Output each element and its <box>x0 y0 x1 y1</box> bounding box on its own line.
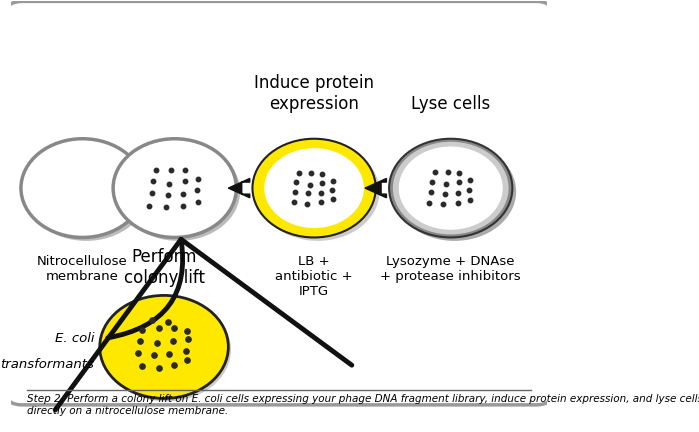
Circle shape <box>393 142 516 241</box>
Circle shape <box>21 139 144 238</box>
Circle shape <box>117 142 240 241</box>
FancyBboxPatch shape <box>6 1 553 405</box>
Circle shape <box>393 142 509 235</box>
Text: transformants: transformants <box>1 358 94 371</box>
Circle shape <box>398 146 503 230</box>
Text: Lysozyme + DNAse
+ protease inhibitors: Lysozyme + DNAse + protease inhibitors <box>380 254 521 283</box>
Text: E. coli: E. coli <box>55 332 94 345</box>
Circle shape <box>102 299 231 401</box>
Circle shape <box>113 139 236 238</box>
Circle shape <box>264 148 364 228</box>
FancyArrow shape <box>229 178 250 198</box>
Text: Step 2. Perform a colony lift on E. coli cells expressing your phage DNA fragmen: Step 2. Perform a colony lift on E. coli… <box>27 394 699 416</box>
Text: Perform
colony lift: Perform colony lift <box>124 248 205 287</box>
Circle shape <box>389 139 512 238</box>
Text: Lyse cells: Lyse cells <box>411 95 491 113</box>
Text: Induce protein
expression: Induce protein expression <box>254 74 374 113</box>
Circle shape <box>100 295 229 398</box>
Circle shape <box>252 139 376 238</box>
FancyArrow shape <box>365 178 387 198</box>
Text: Nitrocellulose
membrane: Nitrocellulose membrane <box>37 254 128 283</box>
Circle shape <box>257 142 380 241</box>
Circle shape <box>24 142 148 241</box>
Text: LB +
antibiotic +
IPTG: LB + antibiotic + IPTG <box>275 254 353 298</box>
FancyArrowPatch shape <box>55 239 352 410</box>
